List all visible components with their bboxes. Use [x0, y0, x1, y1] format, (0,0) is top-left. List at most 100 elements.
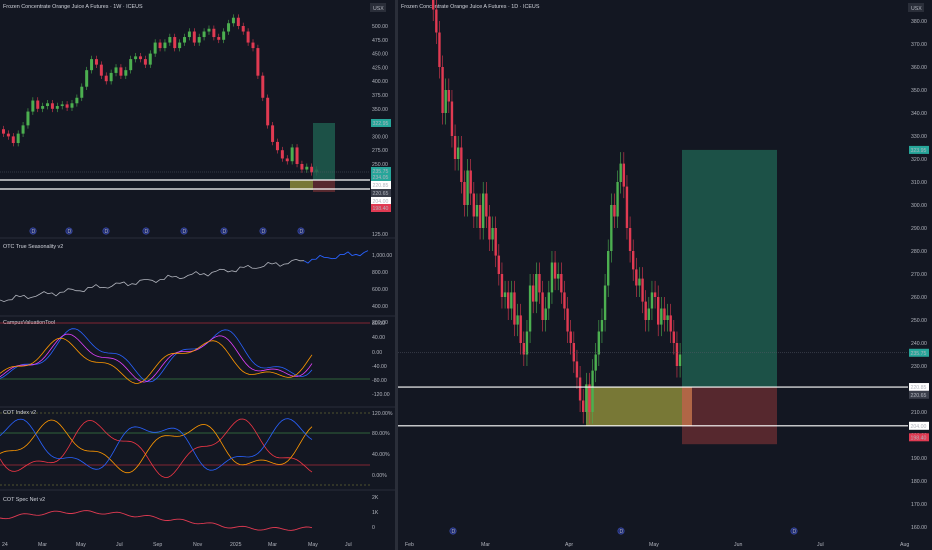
right-candle	[535, 274, 538, 302]
right-candle	[591, 370, 594, 412]
right-candle	[550, 262, 554, 293]
right-candle	[441, 67, 444, 113]
right-candle	[547, 292, 551, 309]
event-marker	[102, 227, 110, 235]
cot-red-line	[0, 418, 313, 478]
ind-specnet-tick: 0	[372, 525, 375, 531]
event-marker	[180, 227, 188, 235]
specnet-line	[0, 510, 313, 531]
ind-seasonality-tick: 1,000.00	[372, 253, 392, 259]
left-price-tick: 250.00	[372, 162, 388, 168]
ind-specnet-title: COT Spec Net v2	[3, 497, 45, 503]
left-price-tag-bg	[371, 181, 391, 189]
left-candle	[143, 59, 147, 65]
left-candle	[183, 37, 187, 43]
event-marker-label: D	[105, 229, 109, 235]
right-candle	[675, 343, 679, 366]
right-candle	[632, 251, 635, 270]
right-candle	[450, 101, 454, 136]
right-candle	[569, 331, 572, 343]
right-currency-box	[908, 3, 924, 12]
event-marker-label: D	[68, 229, 72, 235]
event-marker	[297, 227, 305, 235]
right-candle	[513, 292, 516, 325]
right-candle	[660, 308, 663, 325]
left-time-tick: Nov	[193, 542, 203, 548]
ind-seasonality-tick: 400.00	[372, 304, 388, 310]
left-candle	[197, 37, 201, 43]
left-price-tick: 400.00	[372, 79, 388, 85]
left-candle	[60, 104, 64, 107]
right-candle	[435, 9, 438, 33]
right-candle	[653, 292, 657, 297]
left-candle	[187, 31, 191, 38]
right-candle	[600, 320, 604, 332]
ind-seasonality-tick: 200.00	[372, 320, 388, 326]
ind-cot-tick: 40.00%	[372, 452, 390, 458]
right-price-tick: 210.00	[911, 410, 927, 416]
left-price-tag-bg	[371, 173, 391, 181]
event-marker	[259, 227, 267, 235]
left-candle	[65, 104, 69, 108]
left-candle	[212, 28, 216, 38]
valuation-purple-line	[0, 333, 313, 383]
left-candle	[256, 48, 260, 76]
right-candle	[494, 228, 497, 256]
left-candle	[109, 72, 113, 82]
left-candle	[285, 158, 289, 162]
right-entry-zone	[586, 387, 682, 426]
left-candle	[271, 125, 275, 142]
ind-seasonality-tick: 600.00	[372, 287, 388, 293]
right-candle	[603, 285, 607, 320]
left-price-tick: 475.00	[372, 38, 388, 44]
right-candle	[469, 170, 472, 194]
left-candle	[251, 42, 255, 49]
right-price-tick: 360.00	[911, 65, 927, 71]
right-candle	[466, 170, 469, 205]
right-price-tag-bg	[909, 145, 929, 154]
left-price-tag: 235.75	[373, 169, 389, 175]
event-marker-label: D	[300, 229, 304, 235]
event-marker-label: D	[223, 229, 227, 235]
left-time-tick: May	[76, 542, 86, 548]
right-price-tick: 290.00	[911, 226, 927, 232]
left-candle	[55, 106, 59, 109]
right-candle	[650, 292, 654, 309]
left-time-tick: Jul	[345, 542, 352, 548]
left-candle	[241, 26, 245, 32]
event-marker-label: D	[32, 229, 36, 235]
event-marker	[449, 527, 457, 535]
right-candle	[463, 182, 466, 205]
left-candle	[168, 37, 172, 43]
right-candles	[432, 0, 682, 424]
right-candle	[560, 274, 563, 293]
left-candle	[80, 86, 84, 98]
panel-divider	[395, 0, 398, 550]
right-candle	[641, 278, 644, 302]
left-price-tick: 275.00	[372, 148, 388, 154]
right-currency: USX	[911, 6, 922, 12]
left-price-tick: 350.00	[372, 107, 388, 113]
left-candle	[246, 31, 250, 43]
left-candle	[280, 150, 284, 159]
left-price-tag: 234.05	[373, 175, 389, 181]
seasonality-future-line	[303, 250, 369, 264]
right-candle	[538, 274, 541, 293]
left-currency-box	[370, 3, 386, 12]
right-title: Frozen Concentrate Orange Juice A Future…	[401, 4, 540, 10]
right-price-tick: 160.00	[911, 525, 927, 531]
right-candle	[566, 308, 569, 332]
ind-cot-tick: 80.00%	[372, 431, 390, 437]
left-price-tag-bg	[371, 197, 391, 205]
right-price-tick: 190.00	[911, 456, 927, 462]
right-price-tick: 240.00	[911, 341, 927, 347]
left-candle	[6, 133, 10, 137]
ind-cot-title: COT Index v2	[3, 410, 36, 416]
left-candle	[178, 42, 182, 49]
right-price-tick: 230.00	[911, 364, 927, 370]
left-candle	[36, 100, 40, 109]
right-candle	[663, 308, 666, 320]
right-candle	[594, 354, 597, 371]
left-time-tick: Sep	[153, 542, 162, 548]
right-price-tick: 280.00	[911, 249, 927, 255]
